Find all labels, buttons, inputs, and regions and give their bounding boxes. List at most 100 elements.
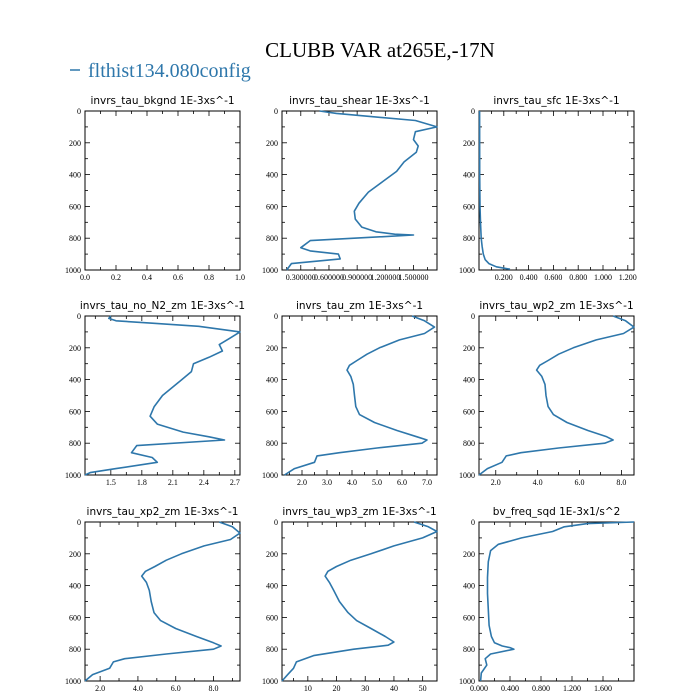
profile-line [284, 315, 436, 476]
y-tick-label: 400 [266, 582, 278, 591]
y-tick-label: 800 [266, 645, 278, 654]
y-tick-label: 0 [77, 107, 81, 116]
y-tick-label: 400 [69, 582, 81, 591]
y-tick-label: 200 [463, 344, 475, 353]
panels: invrs_tau_bkgnd 1E-3xs^-1020040060080010… [65, 95, 637, 693]
legend-label: flthist134.080config [88, 60, 251, 82]
panel-title: invrs_tau_no_N2_zm 1E-3xs^-1 [80, 300, 245, 312]
y-tick-label: 0 [77, 518, 81, 527]
y-tick-label: 600 [266, 407, 278, 416]
x-tick-label: 40 [390, 684, 398, 693]
x-tick-label: 2.0 [297, 478, 307, 487]
y-tick-label: 0 [471, 312, 475, 321]
x-tick-label: 1.8 [137, 478, 147, 487]
plot-frame [281, 315, 438, 476]
y-tick-label: 200 [266, 139, 278, 148]
x-tick-label: 1.600 [594, 684, 612, 693]
x-tick-label: 1.5 [106, 478, 116, 487]
y-tick-label: 600 [266, 202, 278, 211]
y-tick-label: 400 [69, 171, 81, 180]
y-tick-label: 400 [69, 376, 81, 385]
panel-8: invrs_tau_wp3_zm 1E-3xs^-1 0 200 400 600 800 1… [262, 506, 438, 693]
y-tick-label: 400 [463, 171, 475, 180]
y-tick-label: 200 [69, 344, 81, 353]
x-tick-label: 0.4 [142, 273, 152, 282]
panel-title: invrs_tau_zm 1E-3xs^-1 [296, 300, 423, 312]
y-tick-label: 600 [69, 407, 81, 416]
y-tick-label: 1000 [65, 471, 81, 480]
x-tick-label: 4.0 [533, 478, 543, 487]
profile-line [281, 521, 438, 682]
x-tick-label: 2.7 [230, 478, 240, 487]
x-tick-label: 0.600000 [314, 273, 344, 282]
x-tick-label: 2.0 [95, 684, 105, 693]
plot-frame [84, 110, 241, 271]
x-tick-label: 0.400 [520, 273, 538, 282]
y-tick-label: 0 [77, 312, 81, 321]
plot-frame [478, 521, 635, 682]
x-tick-label: 0.800 [532, 684, 550, 693]
y-tick-label: 600 [463, 613, 475, 622]
x-tick-label: 0.800 [569, 273, 587, 282]
x-tick-label: 0.8 [204, 273, 214, 282]
x-tick-label: 0.600 [544, 273, 562, 282]
panel-2: invrs_tau_shear 1E-3xs^-1 0 200 400 600 800 10… [262, 95, 438, 282]
y-tick-label: 800 [463, 234, 475, 243]
y-tick-label: 600 [69, 613, 81, 622]
plot-frame [478, 110, 635, 271]
y-tick-label: 1000 [459, 677, 475, 686]
y-tick-label: 1000 [262, 471, 278, 480]
y-tick-label: 1000 [65, 677, 81, 686]
panel-3: invrs_tau_sfc 1E-3xs^-1 0 200 400 600 800 1000… [459, 95, 637, 282]
x-tick-label: 20 [333, 684, 341, 693]
x-tick-label: 30 [361, 684, 369, 693]
profile-line [478, 315, 635, 476]
x-tick-label: 0.0 [80, 273, 90, 282]
y-tick-label: 800 [463, 439, 475, 448]
x-tick-label: 1.200 [619, 273, 637, 282]
y-tick-label: 0 [274, 107, 278, 116]
plot-frame [281, 110, 438, 271]
x-tick-label: 2.4 [199, 478, 209, 487]
panel-title: invrs_tau_wp3_zm 1E-3xs^-1 [282, 506, 436, 518]
y-tick-label: 1000 [459, 471, 475, 480]
y-tick-label: 800 [69, 645, 81, 654]
x-tick-label: 2.0 [491, 478, 501, 487]
y-tick-label: 200 [463, 139, 475, 148]
y-tick-label: 600 [463, 407, 475, 416]
y-tick-label: 200 [69, 550, 81, 559]
x-tick-label: 0.000 [470, 684, 488, 693]
figure-title: CLUBB VAR at265E,-17N [265, 38, 495, 62]
x-tick-label: 1.200000 [370, 273, 400, 282]
y-tick-label: 0 [274, 312, 278, 321]
x-tick-label: 0.6 [173, 273, 183, 282]
y-tick-label: 800 [69, 439, 81, 448]
panel-title: invrs_tau_bkgnd 1E-3xs^-1 [90, 95, 234, 107]
y-tick-label: 0 [471, 107, 475, 116]
y-tick-label: 800 [266, 439, 278, 448]
y-tick-label: 200 [463, 550, 475, 559]
y-tick-label: 800 [463, 645, 475, 654]
x-tick-label: 0.300000 [286, 273, 316, 282]
x-tick-label: 1.0 [235, 273, 245, 282]
x-tick-label: 7.0 [422, 478, 432, 487]
plot-frame [478, 315, 635, 476]
x-tick-label: 2.1 [168, 478, 178, 487]
plot-frame [84, 521, 241, 682]
profile-line [286, 110, 438, 271]
x-tick-label: 1.200 [563, 684, 581, 693]
x-tick-label: 1.500000 [399, 273, 429, 282]
y-tick-label: 800 [266, 234, 278, 243]
x-tick-label: 0.2 [111, 273, 121, 282]
profile-line [84, 315, 241, 476]
y-tick-label: 0 [471, 518, 475, 527]
y-tick-label: 200 [266, 344, 278, 353]
x-tick-label: 6.0 [171, 684, 181, 693]
panel-5: invrs_tau_zm 1E-3xs^-1 0 200 400 600 800 1000 2… [262, 300, 438, 487]
x-tick-label: 0.900000 [342, 273, 372, 282]
y-tick-label: 0 [274, 518, 278, 527]
y-tick-label: 1000 [459, 266, 475, 275]
panel-7: invrs_tau_xp2_zm 1E-3xs^-1 0 200 400 600 800 1… [65, 506, 241, 693]
y-tick-label: 400 [463, 582, 475, 591]
panel-title: invrs_tau_xp2_zm 1E-3xs^-1 [87, 506, 239, 518]
